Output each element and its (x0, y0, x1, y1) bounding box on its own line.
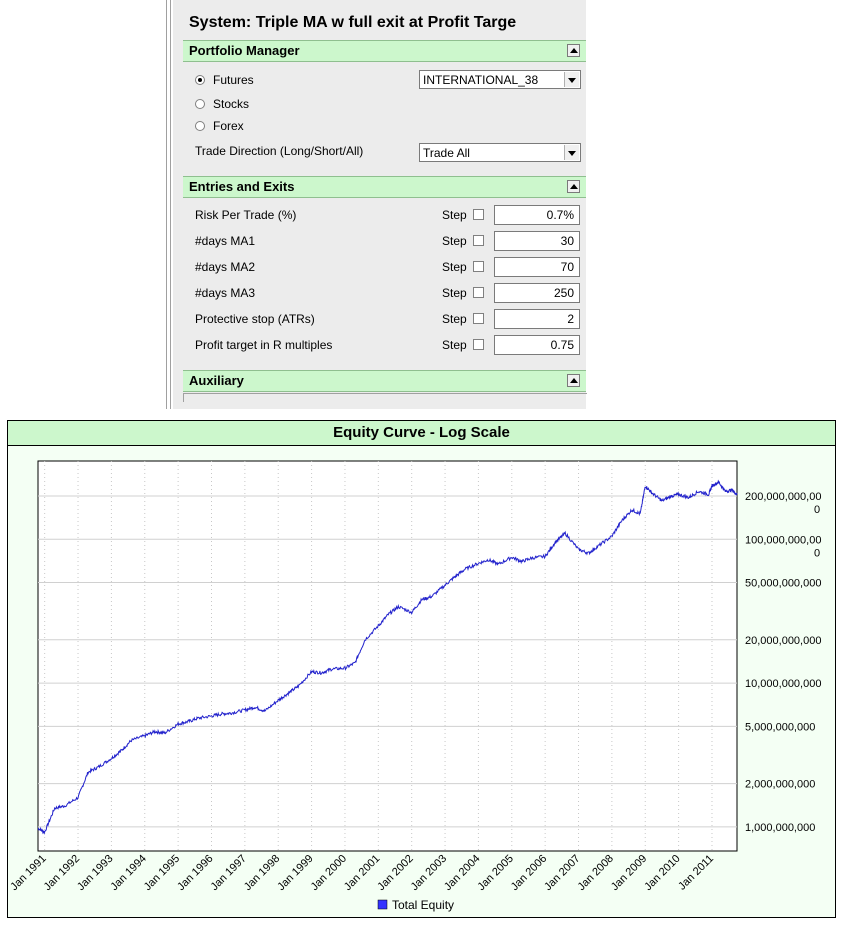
trade-direction-value: Trade All (423, 146, 470, 160)
step-label: Step (442, 208, 467, 222)
chevron-down-icon[interactable] (564, 72, 579, 87)
trade-direction-select[interactable]: Trade All (419, 143, 581, 162)
param-label: #days MA1 (195, 234, 256, 248)
step-label: Step (442, 312, 467, 326)
x-tick-label: Jan 2011 (676, 853, 716, 893)
radio-selected-icon[interactable] (195, 74, 205, 85)
param-input[interactable]: 70 (494, 257, 580, 277)
param-input[interactable]: 2 (494, 309, 580, 329)
y-tick-label: 2,000,000,000 (745, 779, 815, 791)
radio-forex-label: Forex (213, 118, 244, 133)
entries-exits-label: Entries and Exits (189, 179, 295, 194)
radio-forex[interactable]: Forex (195, 118, 244, 134)
param-label: Risk Per Trade (%) (195, 208, 297, 222)
step-checkbox[interactable] (473, 209, 484, 220)
portfolio-manager-header[interactable]: Portfolio Manager (183, 40, 586, 62)
panel-border (170, 0, 171, 409)
step-checkbox[interactable] (473, 313, 484, 324)
radio-unselected-icon[interactable] (195, 98, 205, 109)
system-panel-body: System: Triple MA w full exit at Profit … (173, 0, 587, 409)
trade-direction-label: Trade Direction (Long/Short/All) (195, 144, 364, 158)
x-tick-label: Jan 2010 (642, 853, 682, 893)
step-checkbox[interactable] (473, 235, 484, 246)
y-tick-label: 1,000,000,000 (745, 822, 815, 834)
entries-exits-header[interactable]: Entries and Exits (183, 176, 586, 198)
param-input[interactable]: 0.75 (494, 335, 580, 355)
y-tick-label: 20,000,000,000 (745, 635, 821, 647)
collapse-up-icon[interactable] (567, 374, 580, 387)
step-label: Step (442, 234, 467, 248)
portfolio-manager-label: Portfolio Manager (189, 43, 300, 58)
radio-futures[interactable]: Futures (195, 72, 254, 88)
legend-label: Total Equity (392, 898, 454, 912)
portfolio-select-value: INTERNATIONAL_38 (423, 73, 539, 87)
radio-stocks-label: Stocks (213, 96, 250, 111)
system-title: System: Triple MA w full exit at Profit … (189, 14, 517, 31)
param-label: Profit target in R multiples (195, 338, 333, 352)
y-tick-label: 100,000,000,00 0 (745, 534, 821, 559)
chevron-down-icon[interactable] (564, 145, 579, 160)
param-input[interactable]: 30 (494, 231, 580, 251)
system-panel: System: Triple MA w full exit at Profit … (166, 0, 587, 409)
step-checkbox[interactable] (473, 287, 484, 298)
y-tick-label: 10,000,000,000 (745, 678, 821, 690)
step-checkbox[interactable] (473, 339, 484, 350)
portfolio-select[interactable]: INTERNATIONAL_38 (419, 70, 581, 89)
equity-chart-panel: Jan 1991 Jan 1992 Jan 1993 Jan 1994 Jan 1995… (7, 420, 836, 918)
y-tick-label: 50,000,000,000 (745, 578, 821, 590)
plot-area (37, 460, 738, 852)
auxiliary-label: Auxiliary (189, 373, 244, 388)
y-tick-label: 200,000,000,00 0 (745, 491, 821, 516)
step-checkbox[interactable] (473, 261, 484, 272)
y-tick-label: 5,000,000,000 (745, 721, 815, 733)
step-label: Step (442, 338, 467, 352)
radio-futures-label: Futures (213, 72, 254, 87)
radio-stocks[interactable]: Stocks (195, 96, 249, 112)
param-label: #days MA2 (195, 260, 256, 274)
series-line-total-equity (37, 479, 738, 835)
step-label: Step (442, 260, 467, 274)
step-label: Step (442, 286, 467, 300)
param-label: #days MA3 (195, 286, 256, 300)
collapse-up-icon[interactable] (567, 180, 580, 193)
param-input[interactable]: 250 (494, 283, 580, 303)
param-label: Protective stop (ATRs) (195, 312, 315, 326)
chart-title: Equity Curve - Log Scale (8, 421, 835, 446)
legend-swatch (377, 899, 388, 910)
collapse-up-icon[interactable] (567, 44, 580, 57)
auxiliary-header[interactable]: Auxiliary (183, 370, 586, 392)
panel-border (166, 0, 167, 409)
auxiliary-body (183, 393, 587, 402)
radio-unselected-icon[interactable] (195, 120, 205, 131)
param-input[interactable]: 0.7% (494, 205, 580, 225)
